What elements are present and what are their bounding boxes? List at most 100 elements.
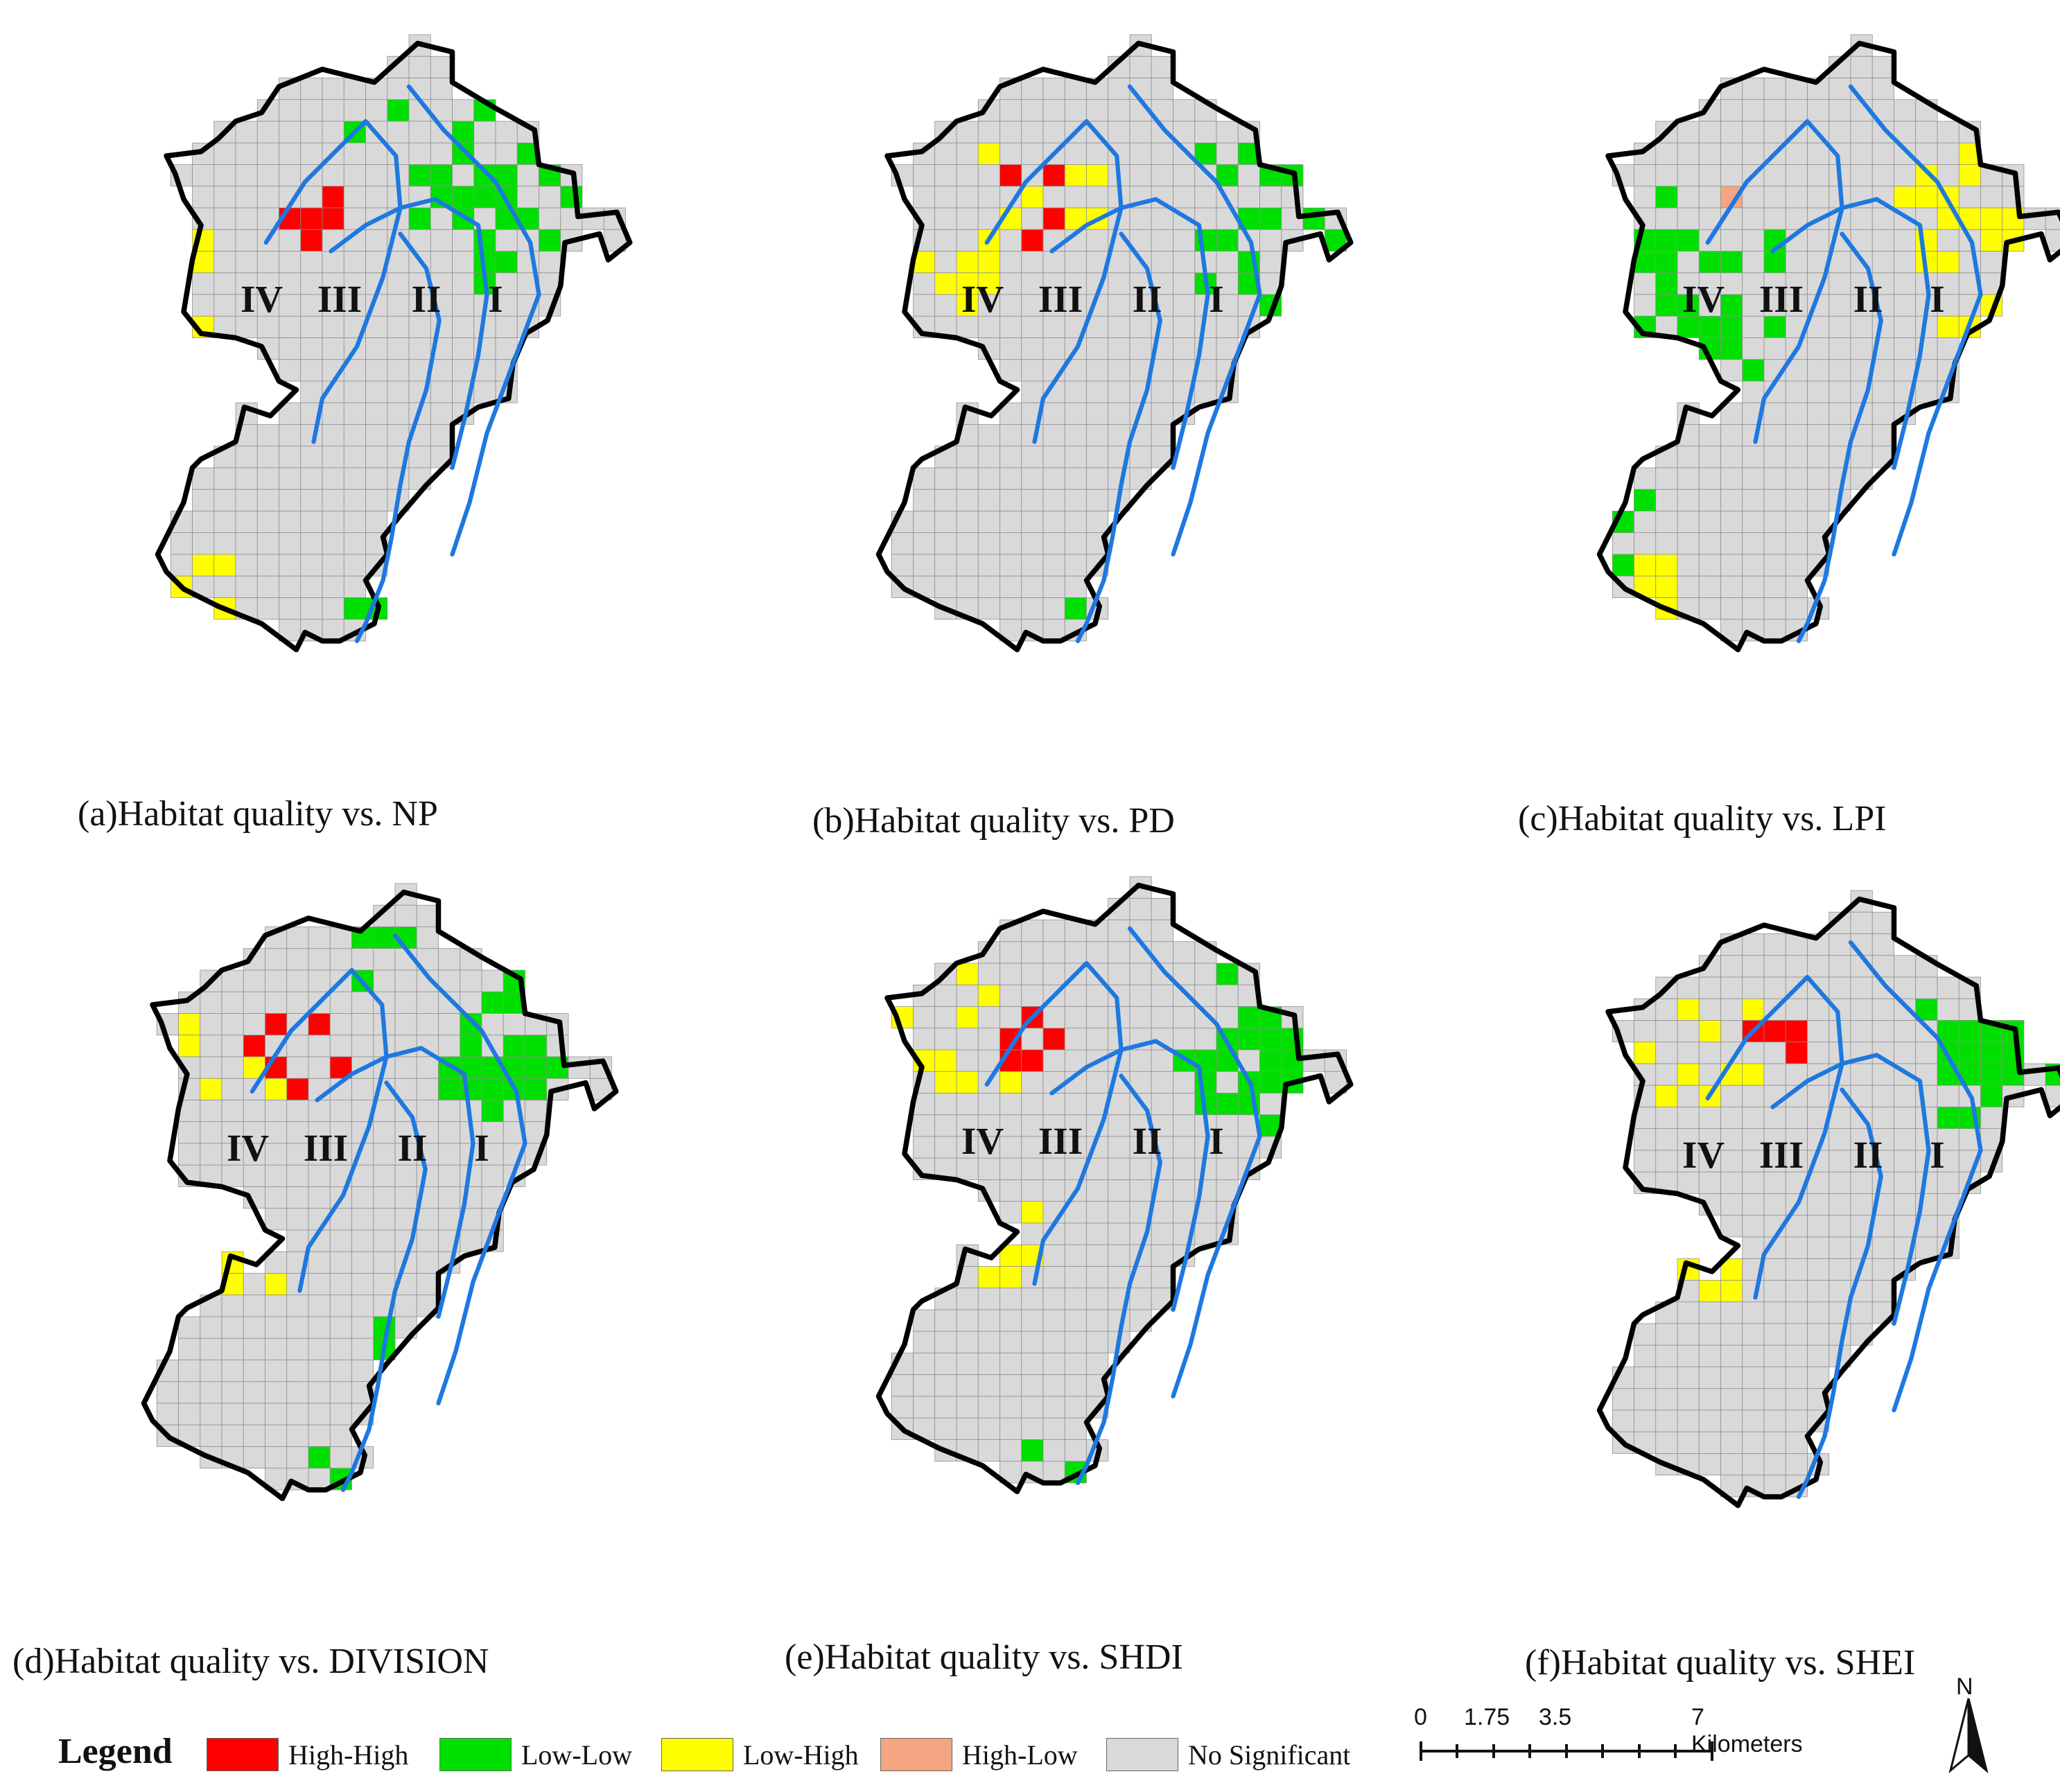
- grid-cell-no-significant: [279, 164, 302, 187]
- grid-cell-no-significant: [373, 948, 396, 971]
- grid-cell-no-significant: [1000, 1374, 1022, 1397]
- grid-cell-no-significant: [1828, 1258, 1851, 1281]
- grid-cell-no-significant: [1655, 1344, 1678, 1367]
- grid-cell-no-significant: [1086, 1006, 1109, 1029]
- grid-cell-low-high: [265, 1273, 288, 1296]
- grid-cell-no-significant: [343, 380, 366, 403]
- grid-cell-no-significant: [300, 359, 323, 382]
- grid-cell-no-significant: [1785, 424, 1808, 447]
- grid-cell-low-low: [481, 991, 504, 1014]
- grid-cell-no-significant: [1086, 424, 1109, 447]
- grid-cell-no-significant: [1720, 532, 1743, 555]
- grid-cell-no-significant: [322, 446, 344, 468]
- grid-cell-no-significant: [1915, 1042, 1938, 1064]
- grid-cell-no-significant: [1108, 359, 1131, 382]
- grid-cell-no-significant: [438, 1164, 461, 1187]
- zone-boundary-line-1: [984, 960, 1124, 1286]
- grid-cell-no-significant: [1151, 164, 1173, 187]
- grid-cell-no-significant: [913, 1330, 936, 1353]
- grid-cell-no-significant: [1108, 941, 1131, 964]
- grid-cell-no-significant: [1807, 467, 1830, 490]
- grid-cell-no-significant: [891, 532, 914, 555]
- zone-label-IV: IV: [1682, 278, 1725, 320]
- grid-cell-no-significant: [300, 380, 323, 403]
- grid-cell-no-significant: [394, 904, 417, 927]
- grid-cell-no-significant: [1720, 1367, 1743, 1389]
- grid-cell-low-low: [481, 1078, 504, 1100]
- grid-cell-no-significant: [1000, 467, 1022, 490]
- grid-cell-no-significant: [934, 1028, 957, 1051]
- grid-cell-no-significant: [1720, 1193, 1743, 1216]
- grid-cell-no-significant: [913, 294, 936, 317]
- grid-cell-no-significant: [387, 315, 410, 338]
- grid-cell-no-significant: [213, 142, 236, 165]
- grid-cell-no-significant: [221, 1316, 244, 1339]
- grid-cell-no-significant: [1894, 229, 1917, 252]
- grid-cell-no-significant: [1173, 359, 1196, 382]
- grid-cell-no-significant: [1021, 941, 1044, 964]
- grid-cell-no-significant: [1763, 1128, 1786, 1151]
- grid-cell-no-significant: [1042, 1179, 1065, 1202]
- grid-cell-no-significant: [977, 121, 1000, 143]
- grid-cell-no-significant: [1108, 1244, 1131, 1267]
- caption-f: (f)Habitat quality vs. SHEI: [1525, 1643, 1916, 1683]
- grid-cell-no-significant: [1677, 1107, 1700, 1130]
- grid-cell-no-significant: [322, 164, 344, 187]
- map-a-svg: IV III II I: [155, 34, 633, 653]
- grid-cell-no-significant: [365, 424, 388, 447]
- grid-cell-no-significant: [1108, 1266, 1131, 1289]
- grid-cell-no-significant: [977, 554, 1000, 577]
- grid-cell-no-significant: [322, 489, 344, 511]
- grid-cell-no-significant: [1698, 446, 1721, 468]
- grid-cell-no-significant: [1151, 78, 1173, 100]
- grid-cell-no-significant: [279, 489, 302, 511]
- grid-cell-no-significant: [394, 1186, 417, 1209]
- caption-a: (a)Habitat quality vs. NP: [78, 794, 438, 834]
- grid-cell-no-significant: [1173, 941, 1196, 964]
- grid-cell-no-significant: [1086, 1309, 1109, 1332]
- grid-cell-no-significant: [956, 121, 979, 143]
- grid-cell-no-significant: [1259, 1093, 1282, 1116]
- grid-cell-no-significant: [1763, 121, 1786, 143]
- grid-cell-no-significant: [1129, 1179, 1152, 1202]
- grid-cell-no-significant: [1021, 1374, 1044, 1397]
- grid-cell-no-significant: [1720, 121, 1743, 143]
- grid-cell-no-significant: [934, 1330, 957, 1353]
- grid-cell-no-significant: [1655, 142, 1678, 165]
- grid-cell-no-significant: [1720, 1020, 1743, 1043]
- grid-cell-no-significant: [1871, 1128, 1894, 1151]
- grid-cell-no-significant: [1763, 1453, 1786, 1476]
- grid-cell-no-significant: [1677, 575, 1700, 598]
- grid-cell-low-low: [1937, 1107, 1959, 1130]
- grid-cell-no-significant: [1108, 402, 1131, 425]
- grid-cell-no-significant: [351, 1186, 374, 1209]
- grid-cell-no-significant: [452, 359, 475, 382]
- grid-cell-no-significant: [1000, 1201, 1022, 1224]
- grid-cell-no-significant: [430, 380, 453, 403]
- grid-cell-no-significant: [1086, 1179, 1109, 1202]
- grid-cell-no-significant: [1021, 424, 1044, 447]
- grid-cell-no-significant: [430, 55, 453, 78]
- grid-cell-no-significant: [213, 207, 236, 230]
- grid-cell-low-low: [438, 1078, 461, 1100]
- grid-cell-no-significant: [1677, 1084, 1700, 1107]
- grid-cell-no-significant: [308, 1360, 331, 1382]
- grid-cell-no-significant: [1785, 1453, 1808, 1476]
- grid-cell-no-significant: [1807, 142, 1830, 165]
- grid-cell-no-significant: [213, 229, 236, 252]
- grid-cell-no-significant: [1850, 142, 1873, 165]
- grid-cell-no-significant: [1173, 186, 1196, 209]
- grid-cell-no-significant: [235, 554, 258, 577]
- grid-cell-no-significant: [1828, 78, 1851, 100]
- zone-label-IV: IV: [227, 1127, 269, 1169]
- grid-cell-no-significant: [1894, 998, 1917, 1021]
- grid-cell-no-significant: [265, 1186, 288, 1209]
- grid-cell-no-significant: [286, 1229, 309, 1252]
- grid-cell-no-significant: [1655, 1042, 1678, 1064]
- grid-cell-no-significant: [1086, 467, 1109, 490]
- grid-cell-no-significant: [1086, 511, 1109, 534]
- grid-cell-no-significant: [1021, 1222, 1044, 1245]
- grid-cell-no-significant: [1042, 1093, 1065, 1116]
- grid-cell-no-significant: [1086, 941, 1109, 964]
- grid-cell-no-significant: [329, 1273, 352, 1296]
